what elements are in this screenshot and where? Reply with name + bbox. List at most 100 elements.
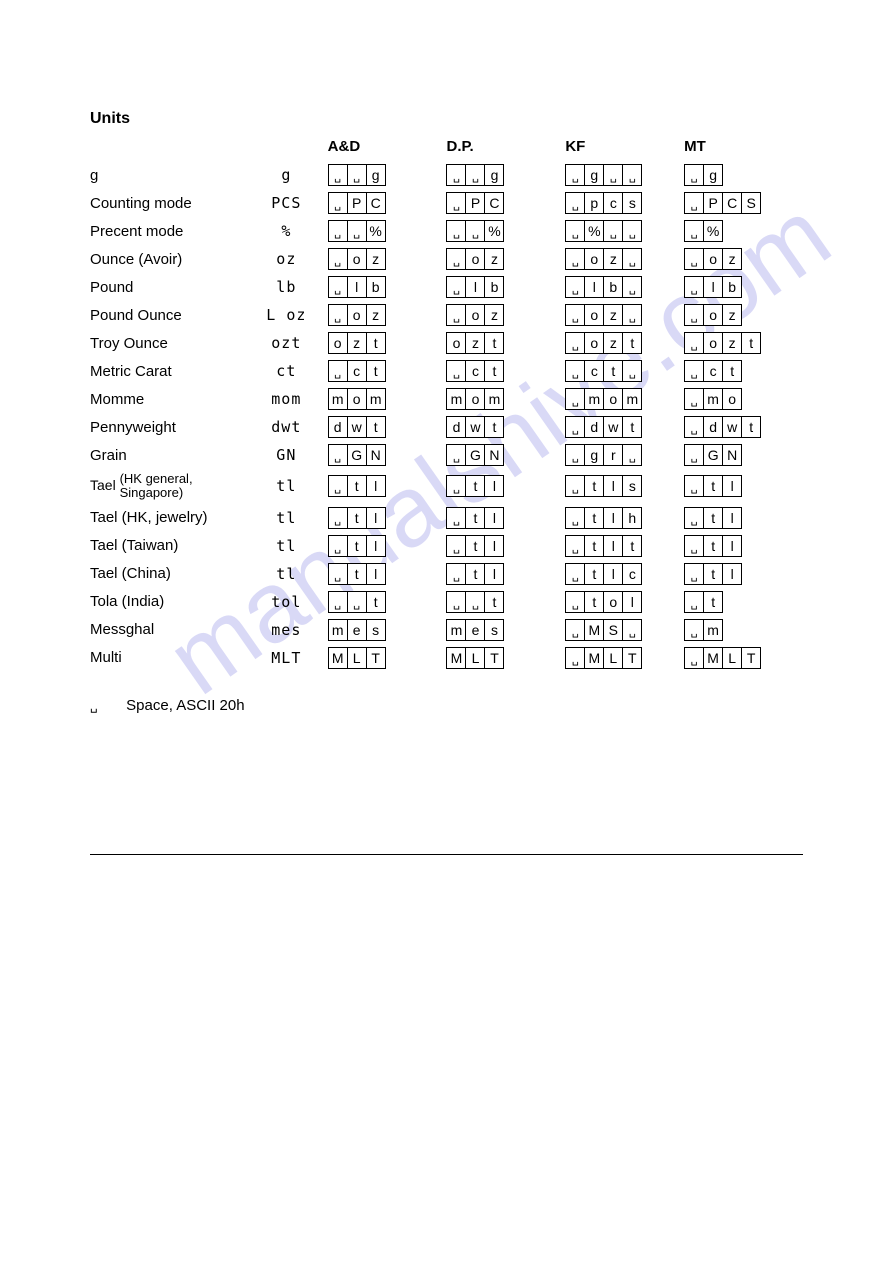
char-box: ␣ [328, 563, 348, 585]
char-box: ␣ [684, 220, 704, 242]
char-box: s [622, 475, 642, 497]
char-box: t [366, 416, 386, 438]
cell-ad: ␣PC [328, 189, 447, 217]
char-box: M [584, 619, 604, 641]
cell-dp: ␣tl [446, 469, 565, 504]
cell-kf: ␣lb␣ [565, 273, 684, 301]
cell-kf: ␣gr␣ [565, 441, 684, 469]
cell-mt: ␣oz [684, 245, 803, 273]
char-box: ␣ [328, 220, 348, 242]
cell-mt: ␣dwt [684, 413, 803, 441]
cell-mt: ␣% [684, 217, 803, 245]
char-box: ␣ [347, 591, 367, 613]
table-row: Tael (China)tl␣tl␣tl␣tlc␣tl [90, 560, 803, 588]
char-box: ␣ [347, 220, 367, 242]
row-symbol: ct [245, 357, 328, 385]
row-label: Pound [90, 273, 245, 301]
cell-dp: ␣ct [446, 357, 565, 385]
char-box: t [703, 475, 723, 497]
char-box: t [484, 332, 504, 354]
row-label: g [90, 161, 245, 189]
table-row: Mommemommommom␣mom␣mo [90, 385, 803, 413]
char-box: z [722, 248, 742, 270]
char-box: t [484, 591, 504, 613]
table-row: Poundlb␣lb␣lb␣lb␣␣lb [90, 273, 803, 301]
char-box: t [465, 475, 485, 497]
char-box: ␣ [565, 192, 585, 214]
row-label: Tael (Taiwan) [90, 532, 245, 560]
row-symbol: ozt [245, 329, 328, 357]
table-row: Tola (India)tol␣␣t␣␣t␣tol␣t [90, 588, 803, 616]
cell-mt: ␣ct [684, 357, 803, 385]
char-box: ␣ [347, 164, 367, 186]
char-box: ␣ [446, 563, 466, 585]
char-box: ␣ [684, 475, 704, 497]
char-box: t [703, 563, 723, 585]
char-box: ␣ [622, 220, 642, 242]
char-box: ␣ [565, 507, 585, 529]
char-box: G [465, 444, 485, 466]
row-label: Grain [90, 441, 245, 469]
char-box: ␣ [446, 192, 466, 214]
table-row: Pennyweightdwtdwtdwt␣dwt␣dwt [90, 413, 803, 441]
char-box: m [484, 388, 504, 410]
char-box: t [347, 563, 367, 585]
cell-ad: ozt [328, 329, 447, 357]
char-box: m [622, 388, 642, 410]
char-box: c [703, 360, 723, 382]
cell-kf: ␣oz␣ [565, 245, 684, 273]
cell-kf: ␣%␣␣ [565, 217, 684, 245]
char-box: z [366, 304, 386, 326]
char-box: ␣ [328, 164, 348, 186]
footnote: ␣ Space, ASCII 20h [90, 697, 803, 714]
row-label: Tael (HK general,Singapore) [90, 469, 245, 504]
char-box: t [603, 360, 623, 382]
cell-mt: ␣tl [684, 504, 803, 532]
char-box: o [465, 304, 485, 326]
cell-mt: ␣tl [684, 560, 803, 588]
char-box: z [603, 332, 623, 354]
char-box: ␣ [684, 304, 704, 326]
cell-kf: ␣ct␣ [565, 357, 684, 385]
cell-ad: dwt [328, 413, 447, 441]
char-box: ␣ [565, 647, 585, 669]
char-box: ␣ [565, 416, 585, 438]
char-box: z [603, 248, 623, 270]
row-symbol: mom [245, 385, 328, 413]
char-box: ␣ [446, 535, 466, 557]
char-box: l [722, 563, 742, 585]
cell-mt: ␣tl [684, 532, 803, 560]
char-box: ␣ [565, 619, 585, 641]
char-box: ␣ [684, 332, 704, 354]
cell-kf: ␣dwt [565, 413, 684, 441]
char-box: l [722, 535, 742, 557]
cell-kf: ␣tol [565, 588, 684, 616]
table-row: GrainGN␣GN␣GN␣gr␣␣GN [90, 441, 803, 469]
cell-ad: mes [328, 616, 447, 644]
char-box: ␣ [446, 304, 466, 326]
char-box: ␣ [622, 248, 642, 270]
cell-dp: ␣tl [446, 504, 565, 532]
char-box: o [703, 248, 723, 270]
char-box: % [366, 220, 386, 242]
char-box: t [584, 591, 604, 613]
cell-mt: ␣mo [684, 385, 803, 413]
char-box: t [584, 563, 604, 585]
table-row: Ounce (Avoir)oz␣oz␣oz␣oz␣␣oz [90, 245, 803, 273]
cell-ad: ␣␣t [328, 588, 447, 616]
char-box: L [465, 647, 485, 669]
char-box: g [703, 164, 723, 186]
footnote-text: Space, ASCII 20h [126, 697, 244, 714]
char-box: ␣ [446, 164, 466, 186]
char-box: l [484, 507, 504, 529]
char-box: l [484, 535, 504, 557]
char-box: ␣ [565, 220, 585, 242]
page-title: Units [90, 110, 803, 128]
char-box: l [366, 475, 386, 497]
char-box: o [703, 304, 723, 326]
cell-mt: ␣MLT [684, 644, 803, 672]
char-box: l [703, 276, 723, 298]
cell-mt: ␣g [684, 161, 803, 189]
char-box: N [366, 444, 386, 466]
char-box: t [584, 475, 604, 497]
